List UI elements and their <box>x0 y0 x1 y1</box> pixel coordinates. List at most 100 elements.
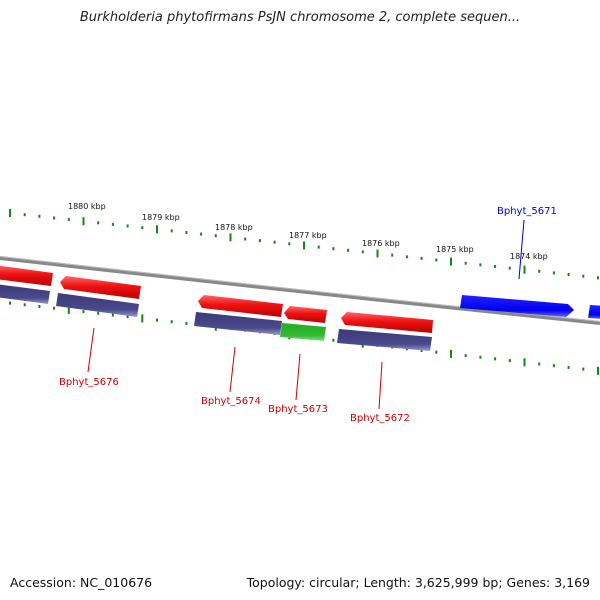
label-leaders <box>87 219 525 410</box>
minor-tick <box>405 255 408 259</box>
major-tick <box>597 366 599 375</box>
tick-label: 1875 kbp <box>436 245 474 254</box>
major-tick <box>229 233 232 242</box>
minor-tick <box>156 318 158 322</box>
gene-feature[interactable] <box>0 265 53 286</box>
gene-feature[interactable] <box>60 276 141 299</box>
major-tick <box>376 249 379 258</box>
major-tick <box>303 241 305 250</box>
outer-tick-track <box>9 209 599 280</box>
minor-tick <box>141 226 144 230</box>
minor-tick <box>38 214 41 218</box>
minor-tick <box>9 301 11 305</box>
major-tick <box>67 305 70 314</box>
minor-tick <box>288 242 291 246</box>
major-tick <box>156 225 158 234</box>
minor-tick <box>97 221 100 225</box>
minor-tick <box>582 274 585 278</box>
minor-tick <box>82 310 85 314</box>
minor-tick <box>464 261 467 265</box>
minor-tick <box>538 362 541 366</box>
major-tick <box>82 217 85 226</box>
minor-tick <box>23 303 26 307</box>
minor-tick <box>582 367 585 371</box>
minor-tick <box>53 216 56 220</box>
gene-feature[interactable] <box>198 295 283 317</box>
gene-labels[interactable]: Bphyt_5676 Bphyt_5674 Bphyt_5673 Bphyt_5… <box>59 206 557 424</box>
minor-tick <box>361 250 364 254</box>
minor-tick <box>567 273 570 276</box>
tick-label: 1878 kbp <box>215 223 253 232</box>
minor-tick <box>244 237 247 241</box>
minor-tick <box>126 315 129 319</box>
gene-feature[interactable] <box>56 293 139 317</box>
minor-tick <box>508 359 511 363</box>
minor-tick <box>538 269 541 273</box>
minor-tick <box>508 266 511 270</box>
gene-feature-highlighted[interactable] <box>588 305 600 319</box>
gene-feature-highlighted[interactable] <box>460 295 574 317</box>
gene-feature[interactable] <box>194 312 282 335</box>
gene-label-bphyt-5673[interactable]: Bphyt_5673 <box>268 404 328 415</box>
minor-tick <box>111 313 114 317</box>
genome-stats-label: Topology: circular; Length: 3,625,999 bp… <box>246 575 590 590</box>
minor-tick <box>67 218 70 222</box>
minor-tick <box>332 247 335 251</box>
gene-label-bphyt-5674[interactable]: Bphyt_5674 <box>201 396 261 407</box>
minor-tick <box>258 239 261 243</box>
reverse-strand-genes[interactable] <box>0 284 432 351</box>
minor-tick <box>170 320 173 324</box>
minor-tick <box>567 365 570 369</box>
minor-tick <box>597 276 599 280</box>
minor-tick <box>200 232 203 236</box>
minor-tick <box>317 245 320 249</box>
gene-label-bphyt-5676[interactable]: Bphyt_5676 <box>59 377 119 388</box>
major-tick <box>9 209 11 218</box>
gene-label-bphyt-5672[interactable]: Bphyt_5672 <box>350 413 410 424</box>
minor-tick <box>479 355 482 359</box>
minor-tick <box>464 354 467 358</box>
minor-tick <box>494 265 497 268</box>
gene-feature[interactable] <box>0 284 50 304</box>
gene-label-bphyt-5671[interactable]: Bphyt_5671 <box>497 206 557 217</box>
tick-label: 1874 kbp <box>510 252 548 261</box>
major-tick <box>523 265 526 274</box>
minor-tick <box>420 349 423 352</box>
minor-tick <box>332 338 335 342</box>
minor-tick <box>420 256 423 260</box>
tick-label: 1876 kbp <box>362 239 400 248</box>
tick-label: 1880 kbp <box>68 202 106 211</box>
minor-tick <box>435 350 438 354</box>
minor-tick <box>53 306 56 310</box>
minor-tick <box>126 224 129 228</box>
forward-strand-genes[interactable] <box>0 265 433 333</box>
minor-tick <box>391 253 394 257</box>
major-tick <box>523 358 526 367</box>
minor-tick <box>347 248 350 252</box>
major-tick <box>450 257 452 266</box>
minor-tick <box>552 364 555 368</box>
minor-tick <box>111 222 114 226</box>
minor-tick <box>23 213 26 217</box>
gene-feature[interactable] <box>337 329 432 351</box>
minor-tick <box>214 234 217 238</box>
chromosome-backbone <box>0 256 600 325</box>
rna-feature[interactable] <box>280 323 326 341</box>
highlighted-genes[interactable] <box>460 295 600 319</box>
minor-tick <box>185 231 188 234</box>
minor-tick <box>273 240 276 244</box>
major-tick <box>450 349 452 358</box>
accession-label: Accession: NC_010676 <box>10 575 153 590</box>
minor-tick <box>170 229 173 233</box>
major-tick <box>141 314 144 323</box>
map-title: Burkholderia phytofirmans PsJN chromosom… <box>79 10 521 25</box>
gene-feature[interactable] <box>341 312 433 333</box>
gene-feature[interactable] <box>284 306 327 323</box>
minor-tick <box>185 321 188 325</box>
tick-label: 1879 kbp <box>142 213 180 222</box>
minor-tick <box>435 258 438 262</box>
minor-tick <box>552 271 555 275</box>
minor-tick <box>38 305 41 308</box>
minor-tick <box>494 357 497 361</box>
